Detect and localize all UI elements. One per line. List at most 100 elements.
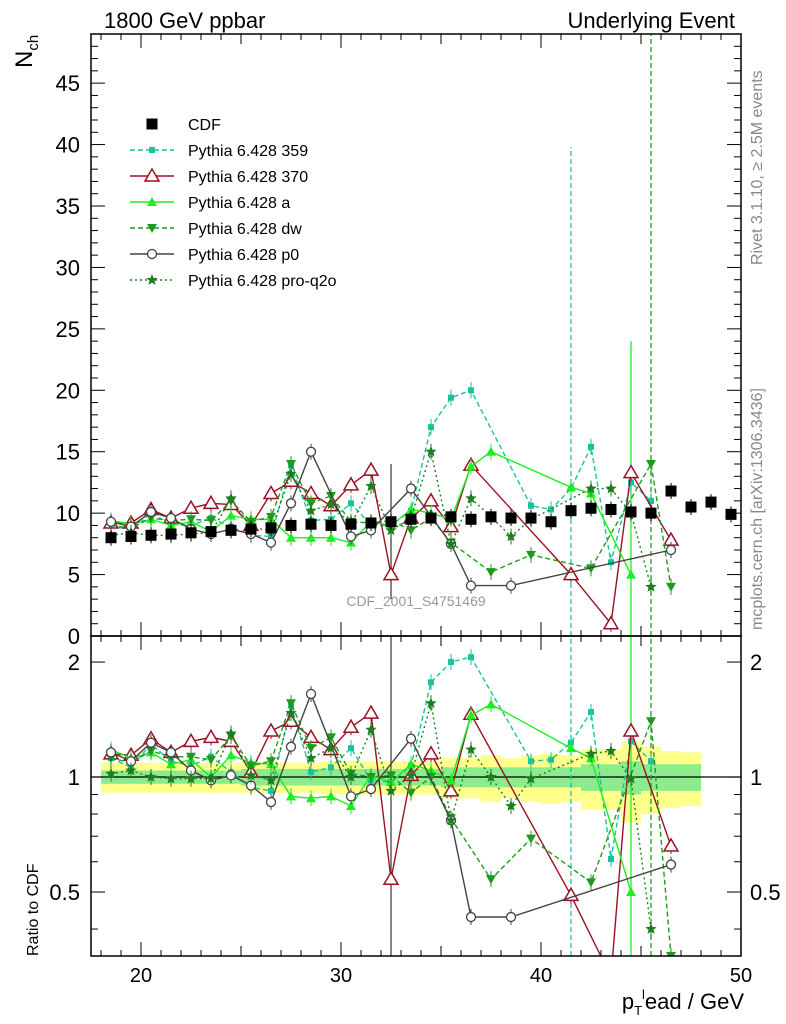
y-tick-label: 20 [56, 378, 80, 403]
ratio-point-p359 [628, 738, 634, 745]
main-point-CDF [505, 512, 517, 524]
ratio-point-pp0 [285, 741, 297, 752]
main-point-CDF [665, 485, 677, 497]
ratio-y-tick-label: 0.5 [49, 880, 80, 905]
main-point-pa [306, 532, 316, 542]
x-tick-label: 20 [130, 965, 152, 987]
main-point-pp0 [505, 580, 517, 591]
legend-label-pdw: Pythia 6.428 dw [188, 221, 302, 238]
ratio-point-p370 [262, 722, 280, 737]
main-point-pp0 [345, 531, 357, 542]
y-tick-label: 5 [68, 563, 80, 588]
y-tick-label: 0 [68, 624, 80, 649]
ratio-point-pq2o [485, 771, 497, 782]
main-point-pq2o [225, 492, 237, 504]
ratio-point-pdw [646, 717, 656, 727]
ratio-point-pa [346, 800, 356, 810]
main-point-CDF [585, 502, 597, 514]
ratio-point-p359 [448, 659, 454, 666]
ratio-point-pa [446, 775, 456, 785]
ratio-point-p359 [588, 708, 594, 715]
main-point-pa [226, 510, 236, 520]
ratio-point-p359 [648, 758, 654, 765]
axes-ticks: 20 30 40 50 0 5 10 15 20 25 30 35 40 45 0.5 0.5 1 1 2 2 [49, 34, 781, 987]
main-point-CDF [545, 516, 557, 528]
ratio-point-p359 [428, 679, 434, 686]
ratio-point-pdw [386, 771, 396, 781]
main-point-pq2o [445, 537, 457, 549]
main-point-CDF [185, 527, 197, 539]
ratio-point-pq2o [625, 772, 637, 784]
main-point-CDF [725, 508, 737, 520]
ratio-point-pp0 [365, 783, 377, 795]
ratio-point-p370 [382, 870, 400, 886]
ratio-point-pq2o [445, 814, 457, 826]
main-point-CDF [225, 524, 237, 536]
main-point-p359 [528, 502, 534, 509]
main-point-pdw [326, 491, 336, 501]
main-point-CDF [345, 518, 357, 530]
ratio-point-pq2o [165, 772, 177, 784]
ratio-point-p370 [442, 782, 460, 797]
ratio-pq2o [105, 695, 657, 938]
main-point-pq2o [385, 524, 397, 536]
header-right: Underlying Event [567, 8, 735, 33]
main-point-pq2o [465, 492, 477, 504]
main-point-p359 [608, 559, 614, 566]
ratio-point-pq2o [525, 772, 537, 784]
main-point-pp0 [165, 512, 177, 524]
main-point-pdw [666, 582, 676, 592]
ratio-y-tick-label-right: 0.5 [750, 880, 781, 905]
main-point-CDF [145, 529, 157, 541]
main-CDF [105, 483, 737, 546]
x-axis-label: pTlead / GeV [622, 987, 744, 1018]
ratio-point-pdw [286, 699, 296, 709]
ratio-point-pdw [266, 757, 276, 767]
y-tick-label: 25 [56, 317, 80, 342]
ratio-point-p359 [268, 787, 274, 794]
ratio-y-tick-label: 1 [68, 765, 80, 790]
main-point-pq2o [645, 580, 657, 592]
ratio-point-pq2o [365, 723, 377, 735]
ratio-point-pq2o [205, 772, 217, 784]
main-point-pq2o [425, 445, 437, 457]
main-point-CDF [625, 506, 637, 518]
ratio-y-tick-label-right: 1 [750, 765, 762, 790]
main-point-pdw [286, 460, 296, 469]
ratio-point-pdw [486, 875, 496, 885]
ratio-point-p359 [468, 654, 474, 661]
ratio-point-pdw [586, 878, 596, 888]
main-point-pdw [526, 550, 536, 560]
ratio-frame [90, 635, 742, 957]
ratio-point-p359 [348, 745, 354, 752]
ratio-line-p359 [110, 656, 652, 860]
main-point-CDF [205, 526, 217, 538]
main-point-p359 [448, 394, 454, 401]
ratio-point-pq2o [505, 800, 517, 811]
y-axis-label-ratio: Ratio to CDF [25, 863, 42, 956]
ratio-point-p370 [562, 886, 580, 902]
main-point-pp0 [285, 498, 297, 509]
y-tick-label: 40 [56, 133, 80, 158]
ratio-point-p370 [202, 728, 220, 744]
ratio-point-pq2o [385, 784, 397, 796]
main-point-CDF [465, 513, 477, 525]
ratio-point-pq2o [425, 697, 437, 709]
x-tick-label: 50 [730, 965, 752, 987]
x-tick-label: 30 [330, 965, 352, 987]
ratio-point-p359 [308, 769, 314, 776]
legend-label-p359: Pythia 6.428 359 [188, 143, 308, 160]
main-point-p359 [468, 387, 474, 394]
ratio-point-p370 [422, 745, 440, 760]
main-point-CDF [645, 507, 657, 519]
legend-label-p370: Pythia 6.428 370 [188, 169, 308, 186]
ratio-point-pq2o [405, 769, 417, 781]
legend-label-pq2o: Pythia 6.428 pro-q2o [188, 273, 337, 290]
header-left: 1800 GeV ppbar [104, 8, 265, 33]
y-tick-label: 10 [56, 501, 80, 526]
main-point-p370 [362, 461, 380, 476]
legend-label-CDF: CDF [188, 117, 221, 134]
main-line-pdw [110, 461, 672, 588]
y-axis-label-main: Nch [11, 35, 42, 68]
